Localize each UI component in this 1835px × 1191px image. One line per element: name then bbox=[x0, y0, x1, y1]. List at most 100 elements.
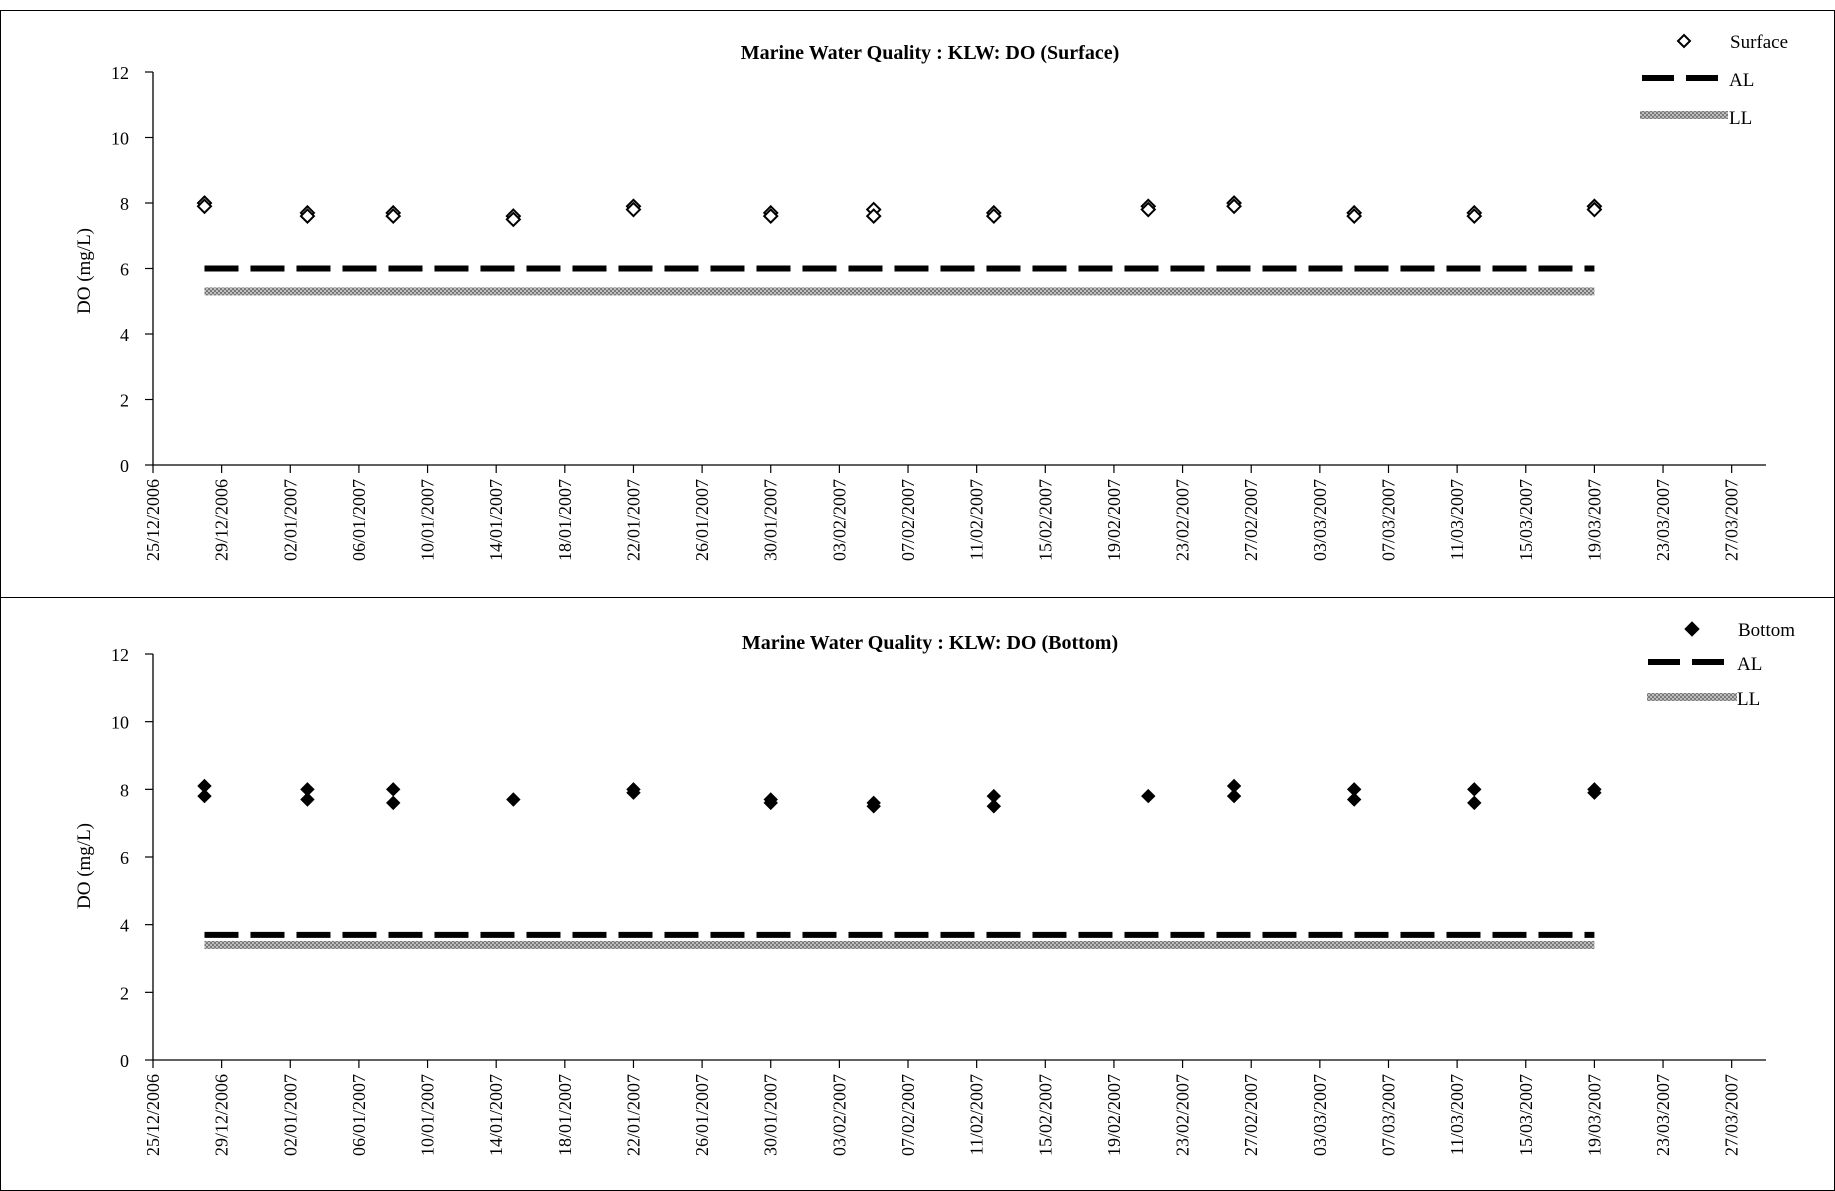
legend-label: LL bbox=[1729, 108, 1752, 129]
data-point bbox=[1140, 201, 1157, 218]
data-point bbox=[1467, 782, 1482, 797]
data-point bbox=[1226, 198, 1242, 215]
y-tick-label: 8 bbox=[120, 194, 129, 214]
data-point bbox=[506, 792, 521, 807]
data-point bbox=[386, 782, 401, 797]
x-tick-label: 15/02/2007 bbox=[1035, 479, 1055, 561]
chart-title: Marine Water Quality : KLW: DO (Surface) bbox=[741, 42, 1120, 64]
x-tick-label: 02/01/2007 bbox=[280, 1074, 300, 1156]
y-tick-label: 8 bbox=[120, 780, 129, 800]
data-point bbox=[626, 785, 641, 800]
x-tick-label: 22/01/2007 bbox=[623, 1074, 643, 1156]
y-tick-label: 12 bbox=[111, 63, 129, 83]
x-tick-label: 11/02/2007 bbox=[967, 1074, 987, 1155]
data-point bbox=[299, 208, 316, 225]
legend-label: Surface bbox=[1730, 32, 1788, 53]
legend-label: AL bbox=[1737, 654, 1762, 675]
y-axis-label: DO (mg/L) bbox=[74, 228, 95, 314]
y-tick-labels: 0 2 4 6 8 10 12 bbox=[111, 645, 129, 1071]
data-point bbox=[386, 795, 401, 811]
data-point bbox=[1587, 785, 1602, 800]
legend: Surface AL LL bbox=[1640, 32, 1788, 129]
x-tick-label: 19/02/2007 bbox=[1104, 479, 1124, 561]
x-tick-label: 19/03/2007 bbox=[1584, 1074, 1604, 1156]
data-point bbox=[986, 799, 1002, 814]
y-tick-label: 2 bbox=[120, 391, 129, 411]
x-tick-label: 15/02/2007 bbox=[1035, 1074, 1055, 1156]
y-tick-label: 12 bbox=[111, 645, 129, 665]
x-tick-label: 27/03/2007 bbox=[1722, 1074, 1742, 1156]
y-tick-labels: 0 2 4 6 8 10 12 bbox=[111, 63, 129, 476]
y-tick-label: 6 bbox=[120, 848, 129, 868]
y-tick-label: 4 bbox=[120, 325, 129, 345]
x-tick-label: 30/01/2007 bbox=[761, 479, 781, 561]
series-line-ll bbox=[204, 287, 1595, 296]
x-tick-label: 25/12/2006 bbox=[143, 479, 163, 561]
series-line-ll bbox=[204, 940, 1595, 949]
reference-lines bbox=[204, 265, 1595, 296]
reference-lines bbox=[204, 931, 1595, 949]
x-tick-label: 03/03/2007 bbox=[1310, 479, 1330, 561]
data-point bbox=[1141, 788, 1156, 804]
x-tick-label: 18/01/2007 bbox=[555, 479, 575, 561]
data-point bbox=[1226, 788, 1242, 804]
x-tick-label: 27/02/2007 bbox=[1241, 1074, 1261, 1156]
y-tick-label: 0 bbox=[120, 1051, 129, 1071]
x-tick-label: 27/03/2007 bbox=[1722, 479, 1742, 561]
x-tick-label: 06/01/2007 bbox=[349, 1074, 369, 1156]
x-tick-label: 07/03/2007 bbox=[1378, 1074, 1398, 1156]
y-tick-label: 10 bbox=[111, 713, 129, 733]
legend-label: LL bbox=[1737, 689, 1760, 710]
x-tick-label: 14/01/2007 bbox=[486, 1074, 506, 1156]
data-point bbox=[385, 208, 402, 225]
x-tick-label: 30/01/2007 bbox=[761, 1074, 781, 1156]
data-point bbox=[763, 795, 778, 811]
x-tick-label: 15/03/2007 bbox=[1516, 479, 1536, 561]
x-tick-label: 19/02/2007 bbox=[1104, 1074, 1124, 1156]
surface-chart: Marine Water Quality : KLW: DO (Surface)… bbox=[74, 32, 1788, 561]
legend-item-ll: LL bbox=[1640, 108, 1752, 129]
x-tick-label: 10/01/2007 bbox=[418, 1074, 438, 1156]
hollow-diamond-icon bbox=[1676, 33, 1692, 49]
legend-item-bottom: Bottom bbox=[1684, 620, 1795, 641]
x-tick-label: 23/03/2007 bbox=[1653, 1074, 1673, 1156]
legend-label: Bottom bbox=[1738, 620, 1795, 641]
thick-line-icon bbox=[1640, 111, 1728, 119]
y-tick-label: 4 bbox=[120, 916, 129, 936]
data-point bbox=[762, 208, 779, 225]
data-point bbox=[985, 208, 1002, 225]
x-tick-label: 29/12/2006 bbox=[212, 1074, 232, 1156]
chart-title: Marine Water Quality : KLW: DO (Bottom) bbox=[742, 632, 1118, 654]
x-tick-label: 11/03/2007 bbox=[1447, 1074, 1467, 1155]
bottom-chart: Marine Water Quality : KLW: DO (Bottom) … bbox=[74, 620, 1795, 1156]
x-tick-label: 23/03/2007 bbox=[1653, 479, 1673, 561]
x-tick-labels: 25/12/2006 29/12/2006 02/01/2007 06/01/2007… bbox=[143, 479, 1742, 561]
x-tick-label: 07/02/2007 bbox=[898, 1074, 918, 1156]
data-point bbox=[197, 788, 212, 804]
x-tick-label: 23/02/2007 bbox=[1173, 479, 1193, 561]
filled-diamond-icon bbox=[1684, 621, 1700, 637]
x-tick-label: 25/12/2006 bbox=[143, 1074, 163, 1156]
y-tick-label: 10 bbox=[111, 129, 129, 149]
data-point bbox=[1467, 795, 1482, 811]
data-point bbox=[1346, 792, 1362, 807]
y-tick-label: 6 bbox=[120, 260, 129, 280]
x-tick-label: 19/03/2007 bbox=[1584, 479, 1604, 561]
axes bbox=[145, 71, 1766, 473]
x-tick-label: 14/01/2007 bbox=[486, 479, 506, 561]
x-tick-label: 26/01/2007 bbox=[692, 479, 712, 561]
legend-item-al: AL bbox=[1642, 70, 1754, 91]
y-axis-label: DO (mg/L) bbox=[74, 823, 95, 909]
data-point bbox=[196, 198, 213, 215]
x-tick-label: 11/03/2007 bbox=[1447, 479, 1467, 560]
thick-line-icon bbox=[1647, 693, 1737, 701]
data-point bbox=[1586, 201, 1603, 218]
x-tick-label: 22/01/2007 bbox=[623, 479, 643, 561]
x-tick-label: 23/02/2007 bbox=[1173, 1074, 1193, 1156]
legend: Bottom AL LL bbox=[1647, 620, 1795, 710]
x-tick-label: 26/01/2007 bbox=[692, 1074, 712, 1156]
data-point bbox=[300, 792, 315, 807]
y-tick-label: 2 bbox=[120, 983, 129, 1003]
legend-item-al: AL bbox=[1648, 654, 1762, 675]
